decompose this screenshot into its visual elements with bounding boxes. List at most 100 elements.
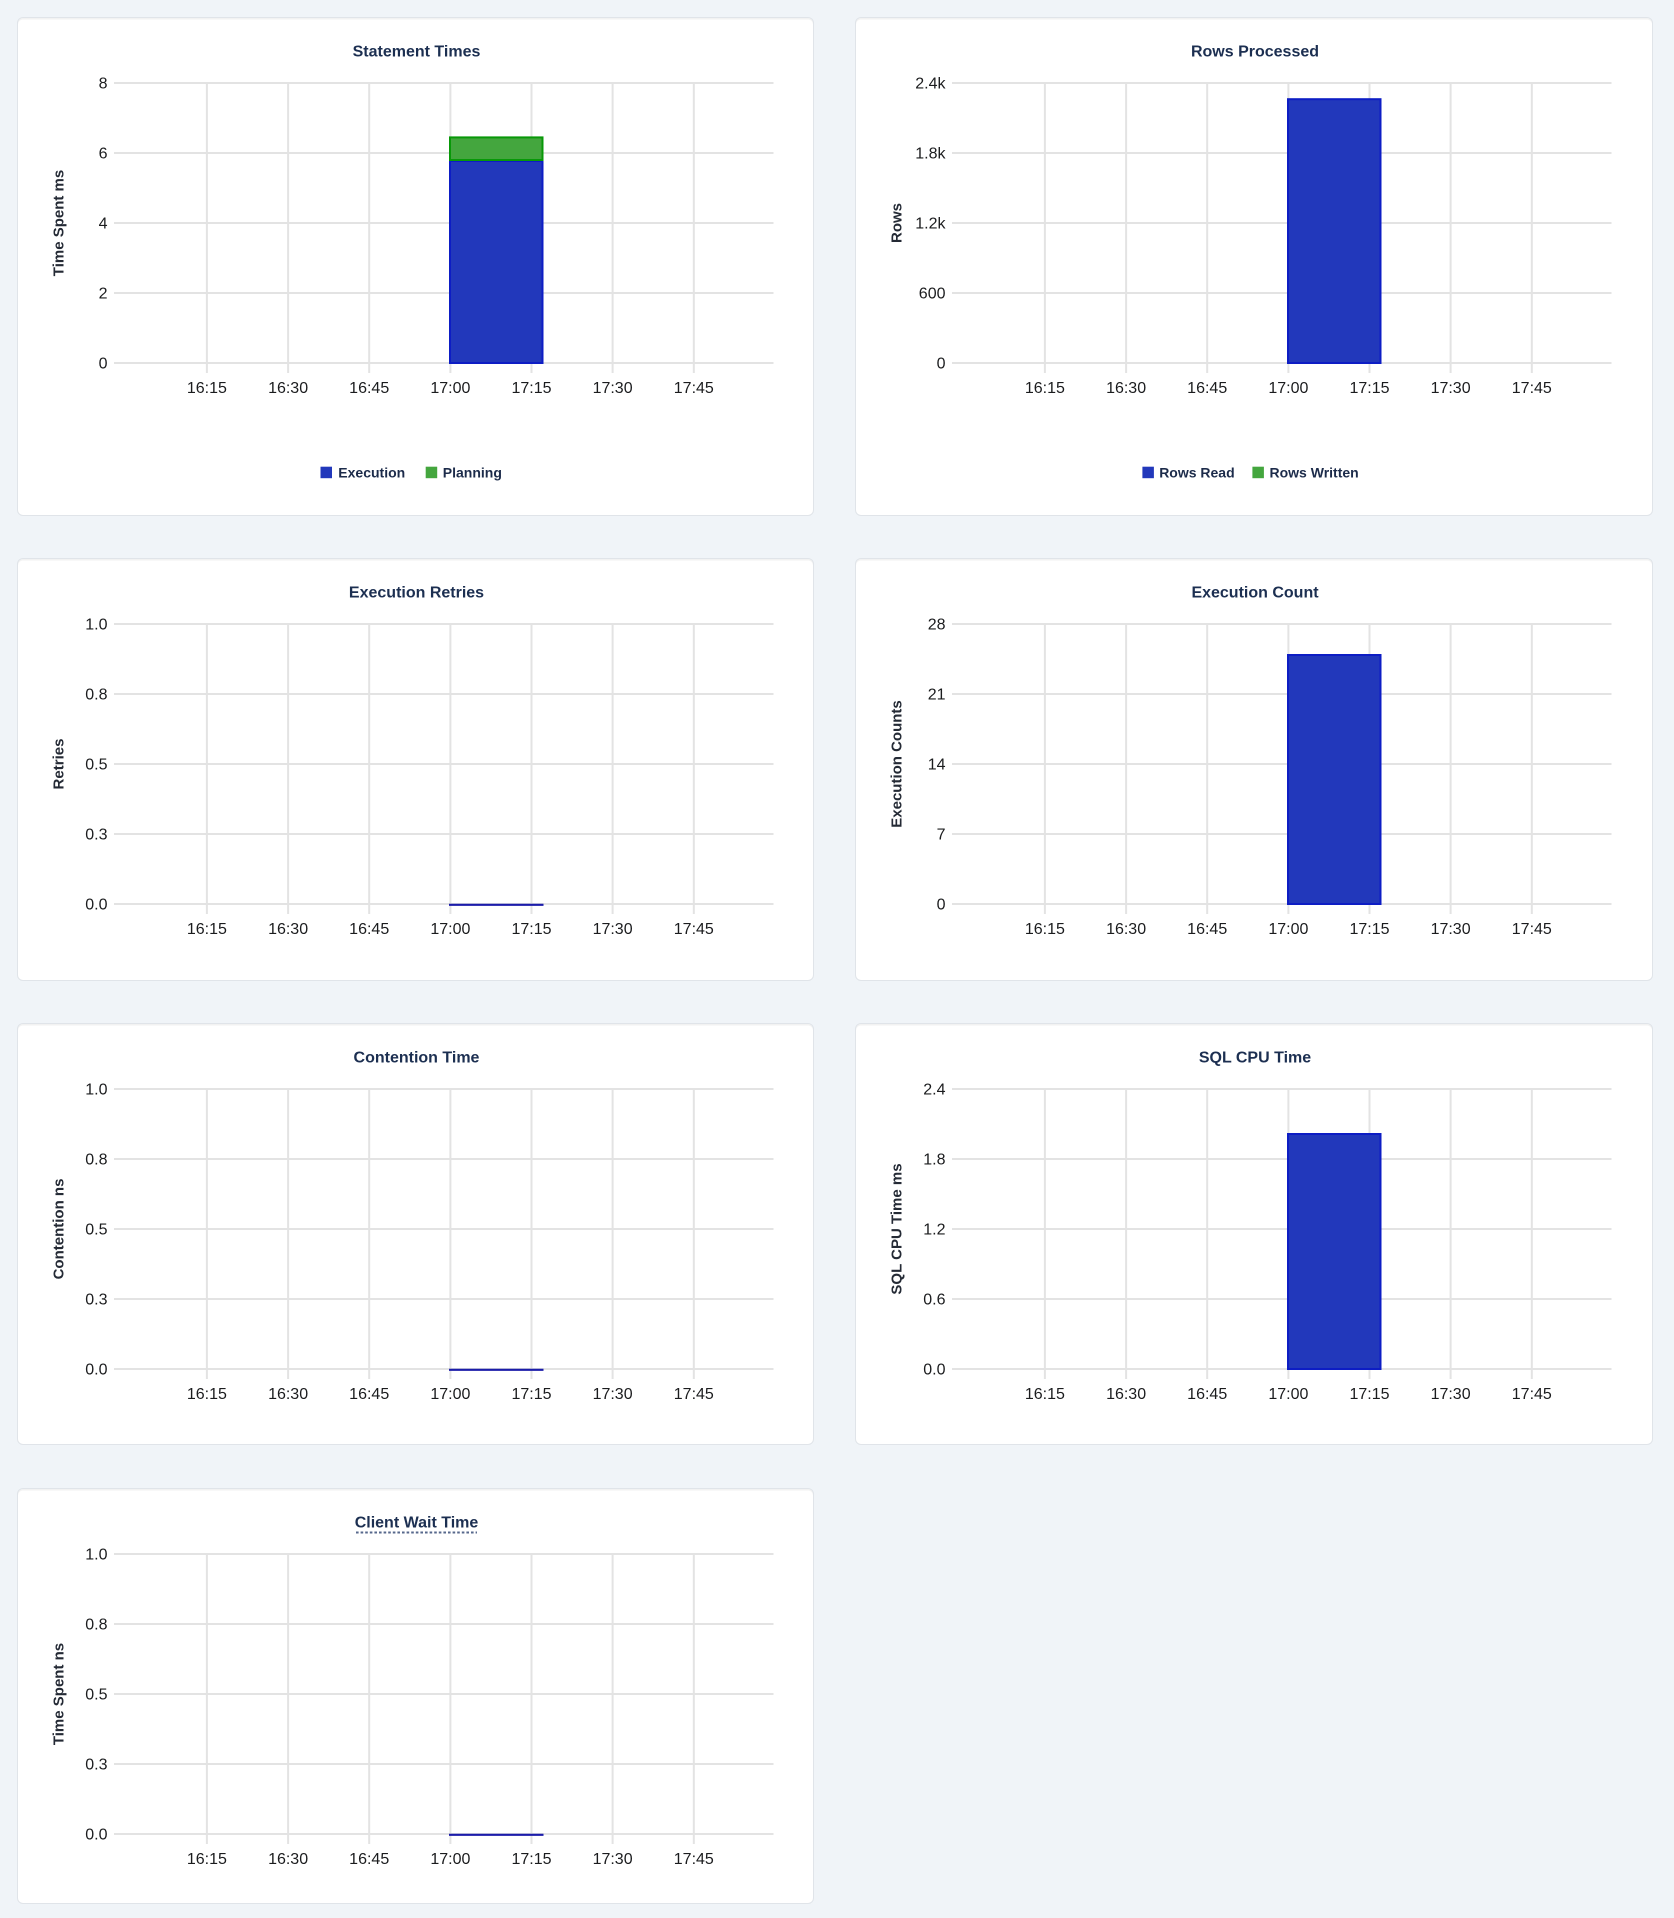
svg-text:Planning: Planning [442,464,501,480]
svg-text:16:45: 16:45 [1187,1386,1227,1403]
svg-text:16:45: 16:45 [349,921,389,938]
svg-text:16:15: 16:15 [186,1851,226,1868]
svg-text:1.8: 1.8 [924,1151,946,1168]
svg-text:2.4: 2.4 [924,1081,946,1098]
svg-text:16:45: 16:45 [1187,380,1227,397]
svg-text:17:45: 17:45 [673,921,713,938]
svg-text:17:30: 17:30 [1431,380,1471,397]
svg-text:Rows: Rows [889,202,906,242]
svg-text:SQL CPU Time: SQL CPU Time [1199,1049,1311,1066]
svg-text:0.0: 0.0 [85,896,107,913]
svg-text:0.3: 0.3 [85,1756,107,1773]
svg-text:SQL CPU Time ms: SQL CPU Time ms [889,1163,906,1294]
svg-text:16:30: 16:30 [268,1386,308,1403]
svg-text:16:30: 16:30 [268,1851,308,1868]
svg-text:16:30: 16:30 [1106,1386,1146,1403]
svg-text:Client Wait Time: Client Wait Time [354,1514,478,1531]
svg-text:17:15: 17:15 [1350,921,1390,938]
svg-text:17:00: 17:00 [430,921,470,938]
svg-text:16:45: 16:45 [1187,921,1227,938]
svg-text:16:15: 16:15 [1025,1386,1065,1403]
svg-text:17:30: 17:30 [592,1851,632,1868]
svg-text:0.5: 0.5 [85,756,107,773]
svg-text:0: 0 [937,896,946,913]
svg-text:17:00: 17:00 [430,1386,470,1403]
svg-text:17:00: 17:00 [430,380,470,397]
svg-text:28: 28 [928,616,946,633]
svg-text:16:15: 16:15 [186,1386,226,1403]
svg-text:17:00: 17:00 [1269,921,1309,938]
svg-text:16:30: 16:30 [1106,921,1146,938]
svg-text:Time Spent ms: Time Spent ms [50,169,67,275]
svg-text:0.8: 0.8 [85,1616,107,1633]
svg-text:17:45: 17:45 [673,380,713,397]
svg-text:17:15: 17:15 [1350,1386,1390,1403]
svg-text:7: 7 [937,826,946,843]
svg-text:17:00: 17:00 [1269,1386,1309,1403]
svg-text:21: 21 [928,686,946,703]
svg-text:2.4k: 2.4k [916,75,947,92]
svg-text:0.3: 0.3 [85,1291,107,1308]
svg-text:16:15: 16:15 [1025,921,1065,938]
svg-text:Rows Read: Rows Read [1159,464,1234,480]
svg-text:4: 4 [98,215,107,232]
svg-text:16:30: 16:30 [268,921,308,938]
svg-text:Rows Processed: Rows Processed [1191,43,1319,60]
svg-text:16:30: 16:30 [1106,380,1146,397]
svg-text:Execution: Execution [338,464,405,480]
svg-text:17:30: 17:30 [592,380,632,397]
svg-text:1.0: 1.0 [85,616,107,633]
svg-text:17:45: 17:45 [673,1386,713,1403]
svg-text:Retries: Retries [50,738,67,789]
svg-text:17:15: 17:15 [1350,380,1390,397]
svg-text:17:30: 17:30 [1431,1386,1471,1403]
svg-text:0.8: 0.8 [85,686,107,703]
svg-text:17:15: 17:15 [511,380,551,397]
svg-text:0.8: 0.8 [85,1151,107,1168]
svg-text:Time Spent ns: Time Spent ns [50,1642,67,1744]
svg-text:0.3: 0.3 [85,826,107,843]
svg-text:16:45: 16:45 [349,380,389,397]
svg-text:8: 8 [98,75,107,92]
svg-text:14: 14 [928,756,946,773]
svg-text:6: 6 [98,145,107,162]
svg-text:0.0: 0.0 [85,1361,107,1378]
svg-text:600: 600 [919,285,946,302]
svg-text:1.0: 1.0 [85,1546,107,1563]
svg-text:Contention ns: Contention ns [50,1178,67,1279]
svg-text:0: 0 [937,355,946,372]
svg-text:17:45: 17:45 [673,1851,713,1868]
svg-text:17:15: 17:15 [511,921,551,938]
svg-text:0.5: 0.5 [85,1686,107,1703]
svg-text:1.8k: 1.8k [916,145,947,162]
svg-text:0.5: 0.5 [85,1221,107,1238]
svg-text:16:45: 16:45 [349,1386,389,1403]
svg-text:Execution Retries: Execution Retries [348,584,483,601]
svg-text:17:00: 17:00 [1269,380,1309,397]
svg-text:Rows Written: Rows Written [1270,464,1359,480]
svg-text:17:45: 17:45 [1512,380,1552,397]
svg-text:17:30: 17:30 [592,1386,632,1403]
svg-text:1.2k: 1.2k [916,215,947,232]
svg-text:16:45: 16:45 [349,1851,389,1868]
svg-text:Execution Count: Execution Count [1192,584,1320,601]
svg-text:17:15: 17:15 [511,1386,551,1403]
svg-text:17:30: 17:30 [1431,921,1471,938]
svg-text:0: 0 [98,355,107,372]
svg-text:1.2: 1.2 [924,1221,946,1238]
svg-text:0.0: 0.0 [924,1361,946,1378]
svg-text:1.0: 1.0 [85,1081,107,1098]
svg-text:0.0: 0.0 [85,1826,107,1843]
svg-text:17:15: 17:15 [511,1851,551,1868]
svg-text:Execution Counts: Execution Counts [889,700,906,828]
svg-text:16:15: 16:15 [186,921,226,938]
svg-text:17:30: 17:30 [592,921,632,938]
svg-text:Contention Time: Contention Time [353,1049,479,1066]
svg-text:Statement Times: Statement Times [352,43,480,60]
svg-text:17:45: 17:45 [1512,1386,1552,1403]
svg-text:17:00: 17:00 [430,1851,470,1868]
svg-text:0.6: 0.6 [924,1291,946,1308]
svg-text:17:45: 17:45 [1512,921,1552,938]
svg-text:16:15: 16:15 [186,380,226,397]
svg-text:16:15: 16:15 [1025,380,1065,397]
